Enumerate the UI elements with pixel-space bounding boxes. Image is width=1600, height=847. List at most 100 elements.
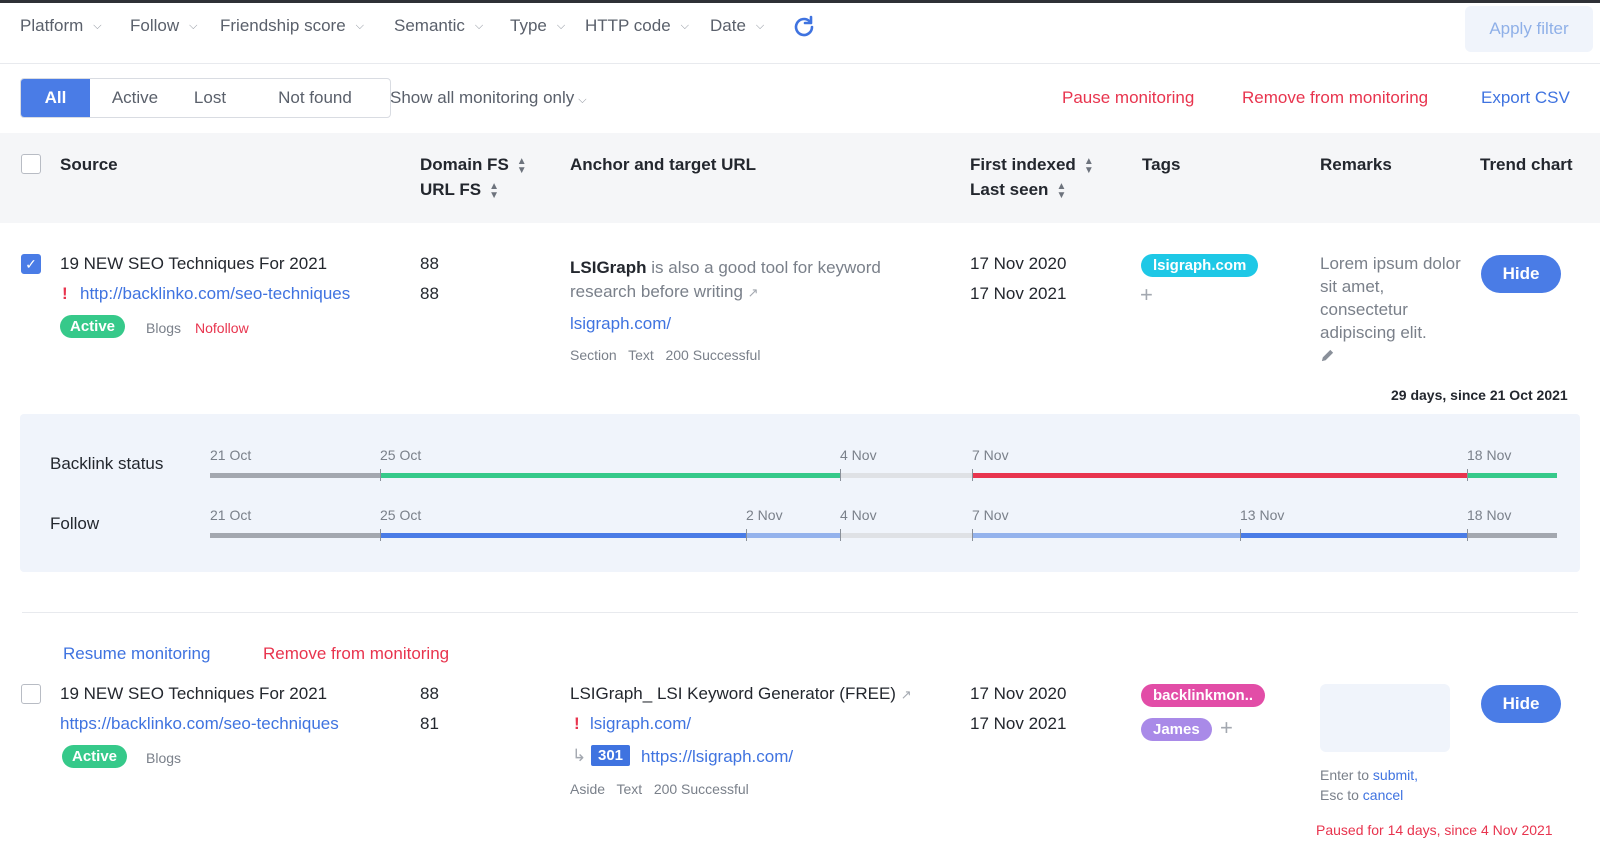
column-label: Last seen (970, 180, 1049, 199)
chevron-down-icon: ⌵ (755, 19, 765, 32)
anchor-bold: LSIGraph (570, 258, 647, 277)
filter-type[interactable]: Type ⌵ (510, 16, 565, 36)
meta-http: 200 Successful (653, 781, 749, 797)
category-label: Blogs (146, 750, 182, 766)
domain-fs-value: 88 (420, 254, 439, 273)
follow-segment-nofollow (746, 533, 840, 538)
hint-text: Enter to (1320, 767, 1370, 783)
status-segment-active (380, 473, 840, 478)
filter-date[interactable]: Date ⌵ (710, 16, 764, 36)
column-url-fs[interactable]: URL FS ▲ ▼ (420, 180, 499, 200)
external-link-icon[interactable]: ↗ (747, 285, 759, 300)
refresh-icon[interactable] (791, 14, 817, 40)
row-checkbox[interactable]: ✓ (21, 254, 41, 274)
chevron-down-icon: ⌵ (474, 19, 484, 32)
warning-icon: ! (62, 284, 68, 303)
show-all-dropdown[interactable]: Show all monitoring only ⌵ (390, 88, 587, 108)
tab-all[interactable]: All (21, 79, 90, 117)
apply-filter-button[interactable]: Apply filter (1465, 6, 1593, 52)
row-checkbox[interactable] (21, 684, 41, 704)
tag-chip[interactable]: lsigraph.com (1141, 254, 1259, 277)
select-all-checkbox[interactable] (21, 154, 41, 174)
remarks-text: Lorem ipsum dolor sit amet, consectetur … (1320, 254, 1461, 342)
status-segment-unknown (210, 473, 380, 478)
timeline-date: 13 Nov (1240, 507, 1285, 523)
resume-monitoring-button[interactable]: Resume monitoring (63, 644, 211, 663)
pause-monitoring-button[interactable]: Pause monitoring (1062, 88, 1195, 107)
filter-label: HTTP code (585, 16, 671, 35)
url-fs-value: 88 (420, 284, 439, 303)
domain-fs-value: 88 (420, 684, 439, 703)
filter-platform[interactable]: Platform ⌵ (20, 16, 102, 36)
hide-button[interactable]: Hide (1481, 255, 1561, 293)
timeline-date: 7 Nov (972, 507, 1009, 523)
target-url-link[interactable]: lsigraph.com/ (590, 714, 692, 733)
target-url-link[interactable]: lsigraph.com/ (570, 314, 672, 333)
hide-button[interactable]: Hide (1481, 685, 1561, 723)
timeline-date: 18 Nov (1467, 507, 1512, 523)
first-indexed-value: 17 Nov 2020 (970, 254, 1067, 273)
first-indexed-value: 17 Nov 2020 (970, 684, 1067, 703)
sort-icon: ▲ ▼ (516, 155, 527, 176)
tab-active[interactable]: Active (111, 88, 159, 107)
tag-chip[interactable]: backlinkmon.. (1141, 684, 1266, 707)
submit-link[interactable]: submit, (1372, 767, 1419, 783)
filter-label: Follow (130, 16, 180, 35)
remove-from-monitoring-link[interactable]: Remove from monitoring (263, 644, 450, 663)
tag-chip[interactable]: James (1141, 718, 1212, 741)
divider (0, 63, 1600, 64)
timeline-date: 21 Oct (210, 507, 252, 523)
last-seen-value: 17 Nov 2021 (970, 714, 1067, 733)
follow-segment-dofollow (1240, 533, 1467, 538)
add-tag-icon[interactable]: + (1220, 715, 1233, 740)
redirect-arrow-icon: ↳ (572, 746, 587, 765)
anchor-text: is also a good tool for keyword (651, 258, 881, 277)
window-top-border (0, 0, 1600, 3)
show-all-label: Show all monitoring only (390, 88, 575, 107)
chevron-down-icon: ⌵ (556, 19, 566, 32)
status-badge: Active (60, 315, 126, 338)
remarks-input[interactable] (1320, 684, 1450, 752)
chevron-down-icon: ⌵ (680, 19, 690, 32)
duration-text: 29 days, since 21 Oct 2021 (1391, 387, 1568, 403)
column-trend-chart: Trend chart (1480, 155, 1573, 174)
column-domain-fs[interactable]: Domain FS ▲ ▼ (420, 155, 527, 175)
filter-semantic[interactable]: Semantic ⌵ (394, 16, 483, 36)
column-remarks: Remarks (1320, 155, 1392, 174)
paused-status-text: Paused for 14 days, since 4 Nov 2021 (1316, 822, 1553, 838)
tab-not-found[interactable]: Not found (278, 88, 352, 107)
cancel-link[interactable]: cancel (1362, 787, 1404, 803)
column-label: Domain FS (420, 155, 509, 174)
chevron-down-icon: ⌵ (189, 19, 198, 32)
column-first-indexed[interactable]: First indexed ▲ ▼ (970, 155, 1094, 175)
redirect-url-link[interactable]: https://lsigraph.com/ (641, 747, 794, 766)
column-last-seen[interactable]: Last seen ▲ ▼ (970, 180, 1066, 200)
timeline-tick (380, 529, 381, 541)
column-source: Source (60, 155, 118, 174)
source-title: 19 NEW SEO Techniques For 2021 (60, 684, 328, 703)
follow-segment-none (840, 533, 972, 538)
external-link-icon[interactable]: ↗ (900, 687, 912, 702)
remove-from-monitoring-button[interactable]: Remove from monitoring (1242, 88, 1429, 107)
status-segment-active (1467, 473, 1557, 478)
source-url-link[interactable]: http://backlinko.com/seo-techniques (80, 284, 351, 303)
filter-http-code[interactable]: HTTP code ⌵ (585, 16, 689, 36)
meta-position: Section (570, 347, 617, 363)
sort-icon: ▲ ▼ (489, 180, 499, 201)
follow-label: Nofollow (195, 320, 249, 336)
backlink-status-label: Backlink status (50, 454, 164, 473)
filter-friendship-score[interactable]: Friendship score ⌵ (220, 16, 364, 36)
add-tag-icon[interactable]: + (1140, 282, 1153, 307)
source-url-link[interactable]: https://backlinko.com/seo-techniques (60, 714, 339, 733)
filter-label: Semantic (394, 16, 465, 35)
timeline-date: 25 Oct (380, 507, 422, 523)
status-segment-none (840, 473, 972, 478)
pencil-icon[interactable] (1320, 348, 1335, 363)
tab-lost[interactable]: Lost (193, 88, 227, 107)
timeline-tick (1467, 529, 1468, 541)
filter-label: Platform (20, 16, 84, 35)
filter-follow[interactable]: Follow ⌵ (130, 16, 197, 36)
timeline-date: 2 Nov (746, 507, 783, 523)
export-csv-button[interactable]: Export CSV (1481, 88, 1570, 107)
meta-position: Aside (570, 781, 606, 797)
